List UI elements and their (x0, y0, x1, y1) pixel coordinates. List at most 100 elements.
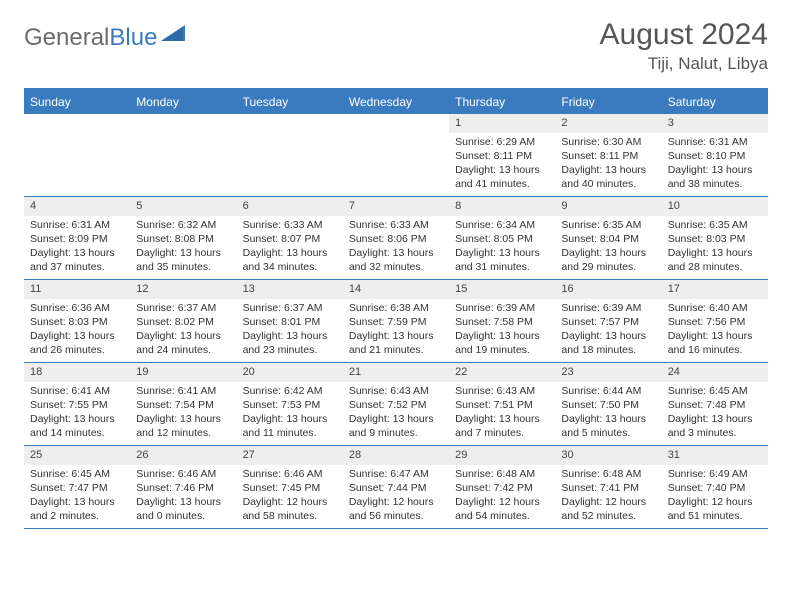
sunrise-text: Sunrise: 6:35 AM (668, 218, 762, 232)
day-body: Sunrise: 6:38 AMSunset: 7:59 PMDaylight:… (343, 299, 449, 362)
day-number: 10 (662, 197, 768, 216)
daylight-text: Daylight: 12 hours and 54 minutes. (455, 495, 549, 523)
sunrise-text: Sunrise: 6:48 AM (455, 467, 549, 481)
month-title: August 2024 (600, 18, 768, 52)
day-number: 2 (555, 114, 661, 133)
weekday-sunday: Sunday (24, 90, 130, 114)
sunrise-text: Sunrise: 6:39 AM (561, 301, 655, 315)
day-cell: 18Sunrise: 6:41 AMSunset: 7:55 PMDayligh… (24, 363, 130, 445)
week-row: 25Sunrise: 6:45 AMSunset: 7:47 PMDayligh… (24, 446, 768, 529)
day-number: 19 (130, 363, 236, 382)
sunset-text: Sunset: 7:46 PM (136, 481, 230, 495)
day-cell: 3Sunrise: 6:31 AMSunset: 8:10 PMDaylight… (662, 114, 768, 196)
daylight-text: Daylight: 13 hours and 9 minutes. (349, 412, 443, 440)
sunrise-text: Sunrise: 6:43 AM (455, 384, 549, 398)
sunset-text: Sunset: 8:05 PM (455, 232, 549, 246)
day-body: Sunrise: 6:45 AMSunset: 7:48 PMDaylight:… (662, 382, 768, 445)
day-number: 24 (662, 363, 768, 382)
sunset-text: Sunset: 8:04 PM (561, 232, 655, 246)
day-number: 9 (555, 197, 661, 216)
daylight-text: Daylight: 13 hours and 32 minutes. (349, 246, 443, 274)
day-number: 14 (343, 280, 449, 299)
calendar: Sunday Monday Tuesday Wednesday Thursday… (24, 88, 768, 529)
day-cell: 26Sunrise: 6:46 AMSunset: 7:46 PMDayligh… (130, 446, 236, 528)
sunset-text: Sunset: 7:52 PM (349, 398, 443, 412)
day-number: 20 (237, 363, 343, 382)
sunrise-text: Sunrise: 6:39 AM (455, 301, 549, 315)
day-body: Sunrise: 6:46 AMSunset: 7:46 PMDaylight:… (130, 465, 236, 528)
day-body: Sunrise: 6:41 AMSunset: 7:54 PMDaylight:… (130, 382, 236, 445)
logo-triangle-icon (161, 23, 185, 46)
day-cell: 24Sunrise: 6:45 AMSunset: 7:48 PMDayligh… (662, 363, 768, 445)
daylight-text: Daylight: 13 hours and 40 minutes. (561, 163, 655, 191)
sunrise-text: Sunrise: 6:29 AM (455, 135, 549, 149)
day-body: Sunrise: 6:30 AMSunset: 8:11 PMDaylight:… (555, 133, 661, 196)
day-body: Sunrise: 6:48 AMSunset: 7:42 PMDaylight:… (449, 465, 555, 528)
day-body (343, 118, 449, 124)
day-body: Sunrise: 6:33 AMSunset: 8:06 PMDaylight:… (343, 216, 449, 279)
daylight-text: Daylight: 13 hours and 2 minutes. (30, 495, 124, 523)
day-cell: 30Sunrise: 6:48 AMSunset: 7:41 PMDayligh… (555, 446, 661, 528)
sunset-text: Sunset: 8:10 PM (668, 149, 762, 163)
day-number: 29 (449, 446, 555, 465)
sunset-text: Sunset: 7:54 PM (136, 398, 230, 412)
sunset-text: Sunset: 7:48 PM (668, 398, 762, 412)
sunrise-text: Sunrise: 6:33 AM (243, 218, 337, 232)
day-cell: 1Sunrise: 6:29 AMSunset: 8:11 PMDaylight… (449, 114, 555, 196)
daylight-text: Daylight: 13 hours and 19 minutes. (455, 329, 549, 357)
sunrise-text: Sunrise: 6:31 AM (668, 135, 762, 149)
day-body: Sunrise: 6:49 AMSunset: 7:40 PMDaylight:… (662, 465, 768, 528)
weekday-friday: Friday (555, 90, 661, 114)
day-number: 1 (449, 114, 555, 133)
sunrise-text: Sunrise: 6:37 AM (136, 301, 230, 315)
daylight-text: Daylight: 13 hours and 37 minutes. (30, 246, 124, 274)
sunrise-text: Sunrise: 6:30 AM (561, 135, 655, 149)
day-number: 5 (130, 197, 236, 216)
day-number: 16 (555, 280, 661, 299)
sunset-text: Sunset: 7:55 PM (30, 398, 124, 412)
sunrise-text: Sunrise: 6:43 AM (349, 384, 443, 398)
day-number: 13 (237, 280, 343, 299)
day-cell: 5Sunrise: 6:32 AMSunset: 8:08 PMDaylight… (130, 197, 236, 279)
sunrise-text: Sunrise: 6:46 AM (243, 467, 337, 481)
sunrise-text: Sunrise: 6:34 AM (455, 218, 549, 232)
day-cell: 8Sunrise: 6:34 AMSunset: 8:05 PMDaylight… (449, 197, 555, 279)
sunset-text: Sunset: 7:59 PM (349, 315, 443, 329)
day-number: 31 (662, 446, 768, 465)
day-body: Sunrise: 6:31 AMSunset: 8:09 PMDaylight:… (24, 216, 130, 279)
weekday-tuesday: Tuesday (237, 90, 343, 114)
sunset-text: Sunset: 8:03 PM (668, 232, 762, 246)
day-number: 30 (555, 446, 661, 465)
daylight-text: Daylight: 13 hours and 29 minutes. (561, 246, 655, 274)
day-number: 22 (449, 363, 555, 382)
title-block: August 2024 Tiji, Nalut, Libya (600, 18, 768, 74)
sunset-text: Sunset: 8:09 PM (30, 232, 124, 246)
day-cell: 25Sunrise: 6:45 AMSunset: 7:47 PMDayligh… (24, 446, 130, 528)
day-cell (130, 114, 236, 196)
daylight-text: Daylight: 13 hours and 21 minutes. (349, 329, 443, 357)
week-row: 11Sunrise: 6:36 AMSunset: 8:03 PMDayligh… (24, 280, 768, 363)
day-number: 6 (237, 197, 343, 216)
weekday-monday: Monday (130, 90, 236, 114)
day-cell: 31Sunrise: 6:49 AMSunset: 7:40 PMDayligh… (662, 446, 768, 528)
day-cell: 23Sunrise: 6:44 AMSunset: 7:50 PMDayligh… (555, 363, 661, 445)
day-body: Sunrise: 6:37 AMSunset: 8:02 PMDaylight:… (130, 299, 236, 362)
day-number: 25 (24, 446, 130, 465)
day-cell: 11Sunrise: 6:36 AMSunset: 8:03 PMDayligh… (24, 280, 130, 362)
day-body: Sunrise: 6:33 AMSunset: 8:07 PMDaylight:… (237, 216, 343, 279)
day-body (130, 118, 236, 124)
day-body: Sunrise: 6:36 AMSunset: 8:03 PMDaylight:… (24, 299, 130, 362)
day-number: 23 (555, 363, 661, 382)
logo-word1: General (24, 24, 109, 51)
day-number: 4 (24, 197, 130, 216)
day-cell: 22Sunrise: 6:43 AMSunset: 7:51 PMDayligh… (449, 363, 555, 445)
day-cell: 13Sunrise: 6:37 AMSunset: 8:01 PMDayligh… (237, 280, 343, 362)
daylight-text: Daylight: 12 hours and 52 minutes. (561, 495, 655, 523)
sunset-text: Sunset: 8:03 PM (30, 315, 124, 329)
daylight-text: Daylight: 13 hours and 0 minutes. (136, 495, 230, 523)
week-row: 18Sunrise: 6:41 AMSunset: 7:55 PMDayligh… (24, 363, 768, 446)
sunset-text: Sunset: 8:11 PM (561, 149, 655, 163)
day-body: Sunrise: 6:37 AMSunset: 8:01 PMDaylight:… (237, 299, 343, 362)
sunrise-text: Sunrise: 6:48 AM (561, 467, 655, 481)
daylight-text: Daylight: 13 hours and 12 minutes. (136, 412, 230, 440)
